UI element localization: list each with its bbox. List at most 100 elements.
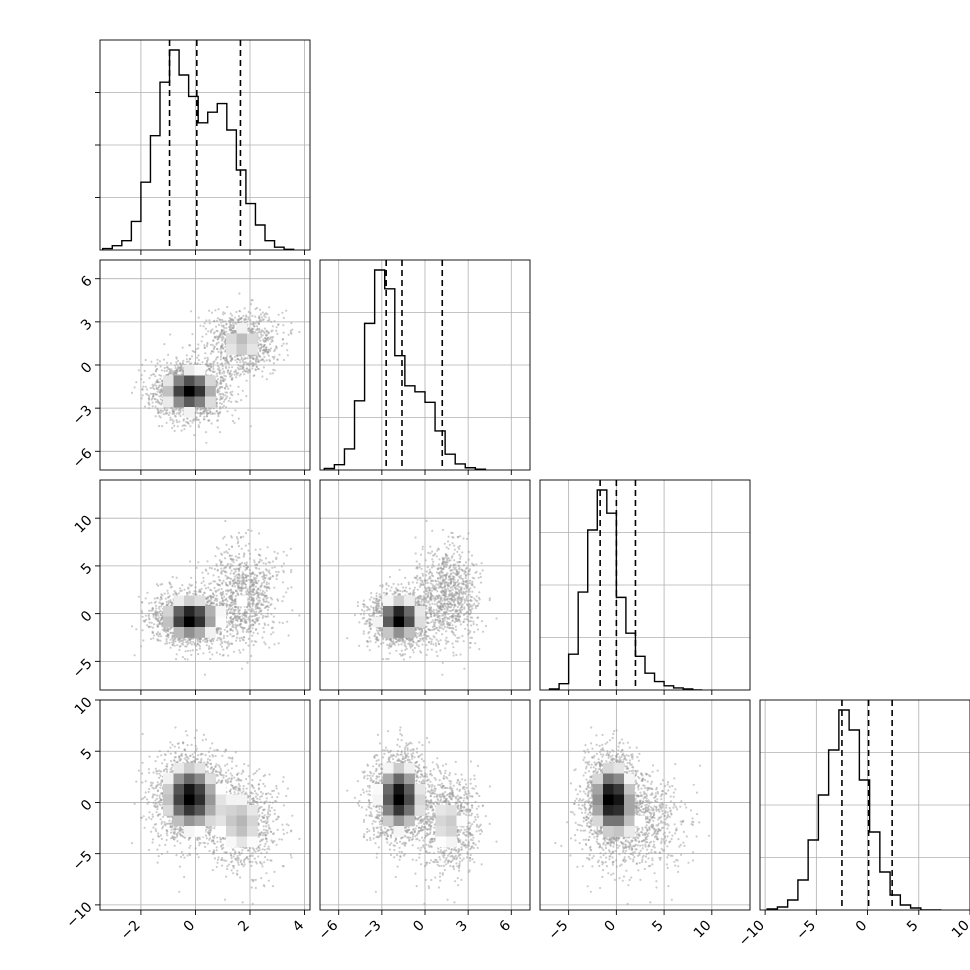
scatter-point [197,354,200,357]
scatter-point [223,628,226,631]
scatter-point [229,328,232,331]
scatter-point [262,338,265,341]
scatter-point [232,324,235,327]
scatter-point [240,547,243,550]
scatter-point [228,366,231,369]
scatter-point [173,424,176,427]
scatter-point [267,332,270,335]
scatter-point [158,415,161,418]
scatter-point [234,590,238,593]
scatter-point [219,355,222,358]
scatter-point [231,603,234,607]
scatter-point [237,364,240,367]
scatter-point [215,410,218,413]
scatter-point [298,614,301,617]
scatter-point [263,343,266,347]
scatter-point [222,336,225,339]
scatter-point [252,357,255,360]
scatter-point [261,375,264,378]
scatter-point [239,317,242,320]
scatter-point [204,431,208,434]
scatter-point [286,349,289,352]
scatter-point [229,354,232,358]
scatter-point [245,315,248,318]
scatter-point [230,400,233,403]
scatter-point [156,407,159,410]
scatter-point [216,317,219,320]
scatter-point [248,596,251,599]
scatter-point [268,569,271,572]
scatter-point [235,639,238,642]
scatter-point [222,370,225,373]
scatter-point [270,613,273,616]
scatter-point [156,623,159,626]
scatter-point [212,639,215,643]
scatter-point [206,604,209,607]
scatter-point [255,577,258,580]
scatter-point [245,379,248,382]
scatter-point [236,542,239,545]
scatter-point [236,619,239,623]
scatter-point [219,402,222,405]
scatter-point [252,599,255,602]
scatter-point [266,336,270,340]
scatter-point [146,388,149,391]
scatter-point [233,373,236,376]
scatter-point [154,609,157,613]
scatter-point [262,581,266,584]
scatter-point [182,369,185,372]
scatter-point [168,641,171,645]
scatter-point [221,318,224,321]
scatter-point [164,628,167,632]
scatter-point [243,562,246,565]
scatter-point [137,369,140,372]
density-cell [184,396,195,408]
scatter-point [249,581,253,584]
scatter-point [221,553,224,556]
scatter-point [232,561,235,564]
scatter-point [159,365,162,368]
scatter-point [241,626,244,629]
scatter-point [171,426,174,430]
scatter-point [196,642,199,646]
scatter-point [249,312,252,315]
scatter-point [286,587,289,590]
scatter-point [225,406,228,409]
scatter-point [237,606,240,609]
scatter-point [249,360,252,363]
scatter-point [248,542,251,545]
scatter-point [162,413,165,416]
scatter-point [237,417,240,420]
scatter-point [202,412,206,415]
scatter-point [275,577,278,581]
scatter-point [251,571,254,574]
scatter-point [262,598,265,602]
scatter-point [204,327,207,330]
scatter-point [223,387,226,390]
scatter-point [191,333,194,336]
scatter-point [202,325,205,328]
scatter-point [196,363,199,366]
scatter-point [278,621,281,624]
scatter-point [229,611,232,614]
scatter-point [252,323,255,326]
scatter-point [148,602,151,605]
scatter-point [238,582,241,585]
scatter-point [255,567,258,570]
scatter-point [197,653,200,656]
scatter-point [237,545,240,548]
scatter-point [205,644,208,647]
scatter-point [156,611,159,614]
scatter-point [259,313,263,316]
scatter-point [265,359,268,362]
scatter-point [156,368,159,371]
scatter-point [264,557,268,560]
scatter-point [252,602,255,605]
scatter-point [222,634,226,638]
scatter-point [215,325,218,328]
scatter-point [271,329,274,332]
scatter-point [244,531,248,535]
scatter-point [226,305,229,309]
